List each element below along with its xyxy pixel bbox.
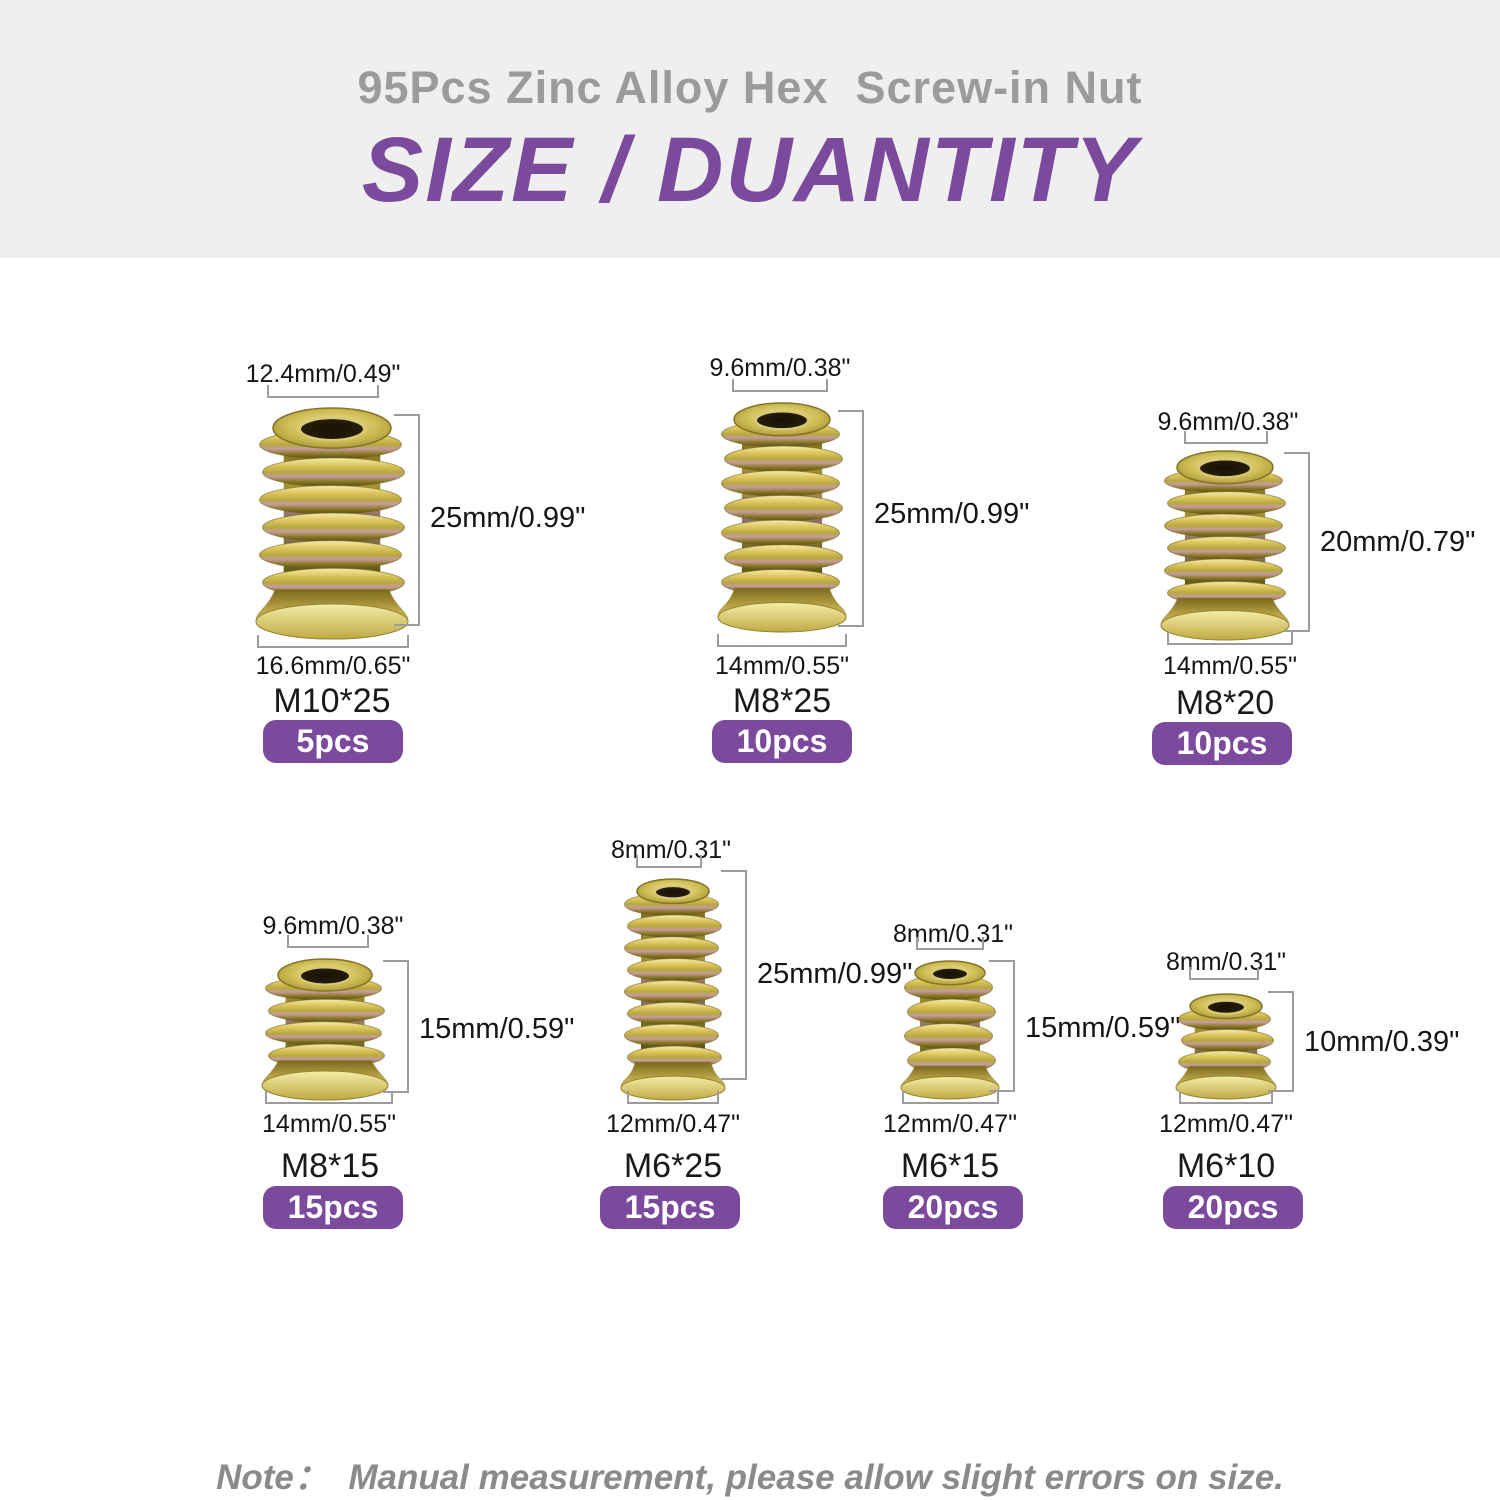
top-diameter-bracket xyxy=(1189,967,1259,980)
bottom-diameter-bracket xyxy=(1179,1091,1273,1104)
note-text: Note： Manual measurement, please allow s… xyxy=(0,1358,1500,1500)
page-subtitle: SIZE / DUANTITY xyxy=(361,119,1139,221)
product-size-name: M6*25 xyxy=(623,1147,723,1185)
bottom-diameter-label: 14mm/0.55" xyxy=(715,652,849,680)
threaded-insert-image xyxy=(620,878,726,1101)
product-size-name: M6*15 xyxy=(900,1147,1000,1185)
top-diameter-bracket xyxy=(287,935,369,948)
top-diameter-label: 9.6mm/0.38" xyxy=(709,354,851,382)
product-size-name: M8*20 xyxy=(1175,684,1275,722)
bottom-diameter-label: 12mm/0.47" xyxy=(606,1110,740,1138)
height-label: 25mm/0.99" xyxy=(874,498,1030,530)
height-dimension-line xyxy=(721,870,747,1080)
quantity-badge: 15pcs xyxy=(263,1186,403,1229)
top-diameter-label: 8mm/0.31" xyxy=(610,836,732,864)
top-diameter-label: 8mm/0.31" xyxy=(892,920,1014,948)
threaded-insert-image xyxy=(717,402,847,633)
height-label: 10mm/0.39" xyxy=(1304,1026,1460,1058)
quantity-badge: 10pcs xyxy=(712,720,852,763)
bottom-diameter-bracket xyxy=(257,635,409,648)
product-size-name: M8*25 xyxy=(732,682,832,720)
height-dimension-line xyxy=(989,960,1015,1092)
height-label: 15mm/0.59" xyxy=(1025,1012,1181,1044)
bottom-diameter-bracket xyxy=(265,1091,393,1104)
threaded-insert-image xyxy=(1175,993,1277,1100)
threaded-insert-image xyxy=(900,960,1000,1100)
quantity-badge: 10pcs xyxy=(1152,722,1292,765)
height-label: 25mm/0.99" xyxy=(430,502,586,534)
bottom-diameter-label: 12mm/0.47" xyxy=(1159,1110,1293,1138)
top-diameter-label: 8mm/0.31" xyxy=(1165,948,1287,976)
bottom-diameter-bracket xyxy=(1167,632,1293,645)
height-dimension-line xyxy=(383,960,409,1093)
height-dimension-line xyxy=(838,410,864,627)
quantity-badge: 5pcs xyxy=(263,720,403,763)
threaded-insert-image xyxy=(1160,450,1290,641)
bottom-diameter-label: 12mm/0.47" xyxy=(883,1110,1017,1138)
bottom-diameter-label: 16.6mm/0.65" xyxy=(255,652,411,680)
height-dimension-line xyxy=(1268,991,1294,1092)
page-title: 95Pcs Zinc Alloy Hex Screw-in Nut xyxy=(357,62,1143,113)
top-diameter-label: 9.6mm/0.38" xyxy=(1157,408,1299,436)
quantity-badge: 15pcs xyxy=(600,1186,740,1229)
quantity-badge: 20pcs xyxy=(883,1186,1023,1229)
height-label: 25mm/0.99" xyxy=(757,958,913,990)
bottom-diameter-bracket xyxy=(627,1091,719,1104)
threaded-insert-image xyxy=(255,407,409,640)
product-size-name: M8*15 xyxy=(280,1147,380,1185)
top-diameter-bracket xyxy=(732,379,828,392)
top-diameter-bracket xyxy=(1184,431,1268,444)
top-diameter-bracket xyxy=(636,855,702,868)
bottom-diameter-bracket xyxy=(902,1091,999,1104)
top-diameter-label: 12.4mm/0.49" xyxy=(245,360,401,388)
header-band: 95Pcs Zinc Alloy Hex Screw-in Nut SIZE /… xyxy=(0,0,1500,258)
bottom-diameter-bracket xyxy=(717,634,847,647)
threaded-insert-image xyxy=(261,958,389,1101)
height-dimension-line xyxy=(1284,452,1310,632)
top-diameter-bracket xyxy=(916,937,984,950)
bottom-diameter-label: 14mm/0.55" xyxy=(1163,652,1297,680)
height-label: 20mm/0.79" xyxy=(1320,526,1476,558)
top-diameter-label: 9.6mm/0.38" xyxy=(262,912,404,940)
height-label: 15mm/0.59" xyxy=(419,1013,575,1045)
top-diameter-bracket xyxy=(267,385,379,398)
quantity-badge: 20pcs xyxy=(1163,1186,1303,1229)
height-dimension-line xyxy=(394,414,420,626)
bottom-diameter-label: 14mm/0.55" xyxy=(262,1110,396,1138)
product-size-name: M10*25 xyxy=(273,682,391,720)
note-line-1: Note： Manual measurement, please allow s… xyxy=(216,1458,1284,1497)
product-size-name: M6*10 xyxy=(1176,1147,1276,1185)
